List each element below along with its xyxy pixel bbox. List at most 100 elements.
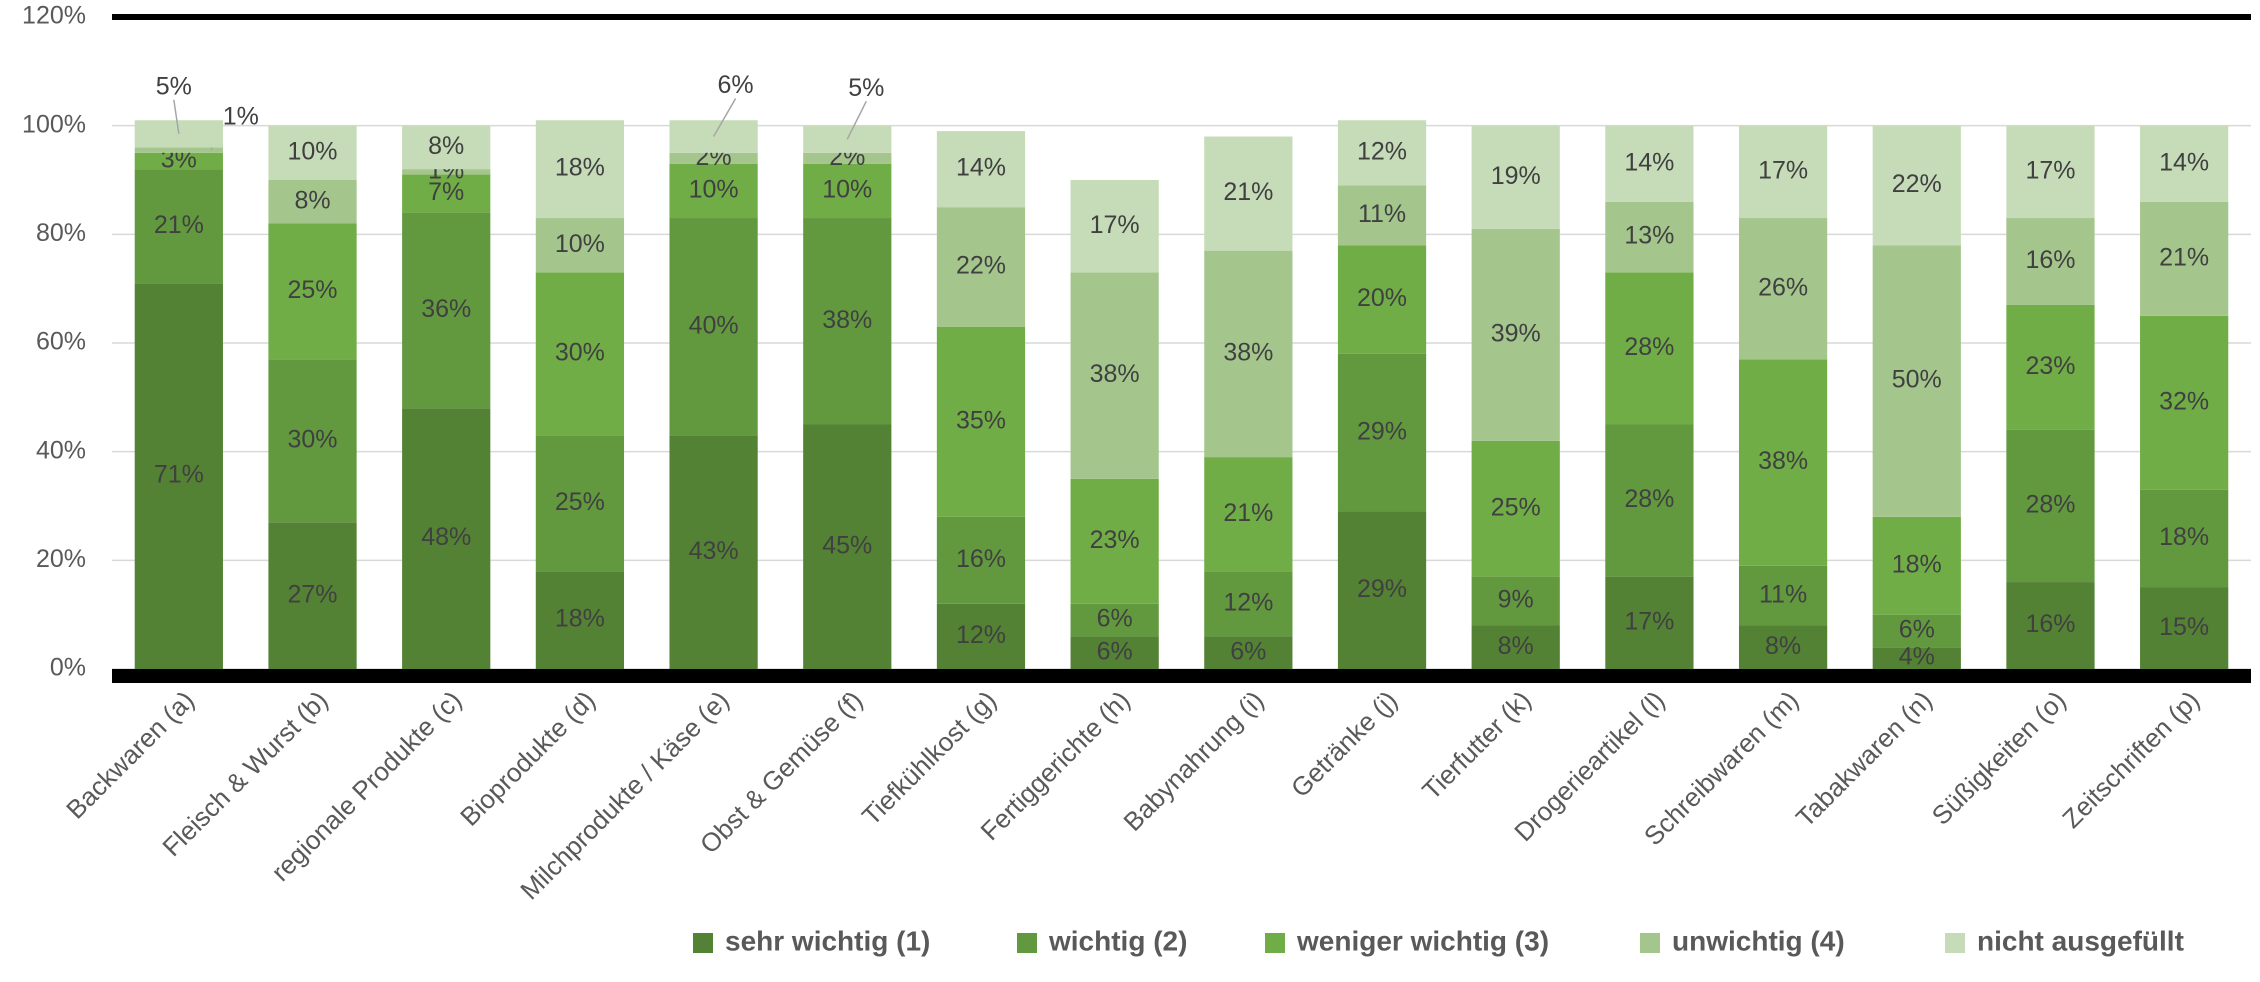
- data-label: 14%: [956, 154, 1006, 182]
- data-label: 10%: [288, 137, 338, 165]
- data-label: 28%: [1624, 333, 1674, 361]
- bar-segment: [1605, 576, 1694, 669]
- bar-segment: [134, 169, 223, 284]
- bar-segment: [535, 571, 625, 669]
- bar-segment: [1337, 245, 1427, 354]
- bar-segment: [1738, 359, 1828, 566]
- bar-segment: [936, 516, 1026, 604]
- data-label: 21%: [154, 211, 204, 239]
- callout-line: [173, 99, 180, 134]
- bar-segment: [134, 283, 223, 669]
- data-label: 6%: [1097, 637, 1133, 665]
- bar-segment: [1204, 457, 1293, 572]
- data-label: 28%: [2025, 491, 2075, 519]
- bar-segment: [1605, 272, 1694, 425]
- x-tick-label: Getränke (j): [1285, 685, 1403, 803]
- bar-segment: [1337, 511, 1427, 669]
- data-label: 38%: [1090, 360, 1140, 388]
- bar-segment: [1605, 125, 1694, 202]
- bar-segment: [402, 212, 491, 409]
- bar-segment: [803, 163, 892, 219]
- data-label: 21%: [2159, 243, 2209, 271]
- data-label: 36%: [421, 295, 471, 323]
- data-label: 5%: [848, 74, 884, 102]
- x-tick-label: Babynahrung (i): [1117, 685, 1269, 837]
- bar-segment: [1204, 571, 1293, 637]
- data-label: 5%: [156, 72, 192, 100]
- bar-segment: [2140, 489, 2229, 588]
- legend-label: unwichtig (4): [1672, 925, 1845, 956]
- bar-segment: [1605, 424, 1694, 577]
- data-label: 48%: [421, 523, 471, 551]
- bar-segment: [402, 169, 491, 175]
- legend-swatch: [1265, 933, 1285, 953]
- bar-segment: [2140, 315, 2229, 490]
- data-label: 38%: [822, 306, 872, 334]
- data-label: 19%: [1491, 162, 1541, 190]
- data-label: 1%: [223, 103, 259, 131]
- data-label: 10%: [555, 230, 605, 258]
- y-tick-label: 0%: [50, 654, 86, 682]
- y-tick-label: 60%: [36, 328, 86, 356]
- bar-segment: [803, 424, 892, 669]
- bar-segment: [1872, 125, 1961, 246]
- data-label: 28%: [1624, 485, 1674, 513]
- y-tick-label: 100%: [22, 110, 86, 138]
- legend-swatch: [1017, 933, 1037, 953]
- callout-line: [712, 98, 737, 137]
- data-label: 21%: [1223, 178, 1273, 206]
- data-label: 21%: [1223, 499, 1273, 527]
- bar-segment: [1471, 228, 1560, 441]
- bar-segment: [1204, 636, 1293, 669]
- legend-swatch: [693, 933, 713, 953]
- x-tick-label: Tiefkühlkost (g): [856, 685, 1002, 831]
- bar-segment: [1337, 120, 1427, 186]
- bar-segment: [1872, 516, 1961, 615]
- data-label: 13%: [1624, 222, 1674, 250]
- data-label: 9%: [1498, 586, 1534, 614]
- bar-segment: [134, 147, 223, 153]
- bar-segment: [2140, 587, 2229, 669]
- data-label: 38%: [1758, 447, 1808, 475]
- data-label: 50%: [1892, 366, 1942, 394]
- data-label: 39%: [1491, 319, 1541, 347]
- bar-segment: [268, 522, 357, 669]
- bar-segment: [1872, 647, 1961, 669]
- x-tick-label: Bioprodukte (d): [454, 685, 601, 832]
- bar-segment: [803, 218, 892, 425]
- data-label: 4%: [1899, 643, 1935, 671]
- data-label: 23%: [1090, 526, 1140, 554]
- bar-segment: [1738, 218, 1828, 360]
- bar-segment: [535, 120, 625, 219]
- bar-segment: [268, 125, 357, 180]
- data-label: 12%: [1223, 588, 1273, 616]
- bar-segment: [1471, 576, 1560, 626]
- bar-segment: [2006, 125, 2095, 219]
- data-label: 6%: [718, 71, 754, 99]
- data-label: 32%: [2159, 387, 2209, 415]
- data-label: 16%: [956, 545, 1006, 573]
- data-label: 8%: [294, 186, 330, 214]
- bar-segment: [669, 152, 758, 164]
- data-label: 6%: [1230, 637, 1266, 665]
- bar-segment: [1471, 125, 1560, 229]
- bar-segment: [1471, 625, 1560, 669]
- data-label: 35%: [956, 406, 1006, 434]
- data-label: 16%: [2025, 610, 2075, 638]
- data-label: 27%: [288, 580, 338, 608]
- x-tick-label: Süßigkeiten (o): [1926, 685, 2072, 831]
- bar-segment: [803, 152, 892, 164]
- bar-segment: [2006, 304, 2095, 430]
- bar-segment: [2140, 201, 2229, 316]
- bar-segment: [535, 272, 625, 436]
- data-label: 40%: [689, 311, 739, 339]
- data-label: 22%: [956, 252, 1006, 280]
- data-label: 8%: [1765, 632, 1801, 660]
- data-label: 14%: [2159, 148, 2209, 176]
- bar-segment: [1605, 201, 1694, 273]
- x-tick-label: Backwaren (a): [60, 685, 200, 825]
- y-tick-label: 120%: [22, 2, 86, 30]
- bar-segment: [402, 125, 491, 170]
- bar-segment: [2006, 429, 2095, 583]
- bar-segment: [1337, 353, 1427, 512]
